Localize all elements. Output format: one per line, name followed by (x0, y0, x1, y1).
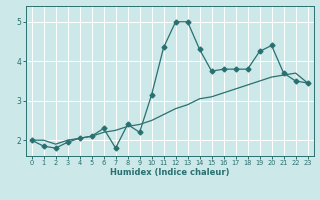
X-axis label: Humidex (Indice chaleur): Humidex (Indice chaleur) (110, 168, 229, 177)
